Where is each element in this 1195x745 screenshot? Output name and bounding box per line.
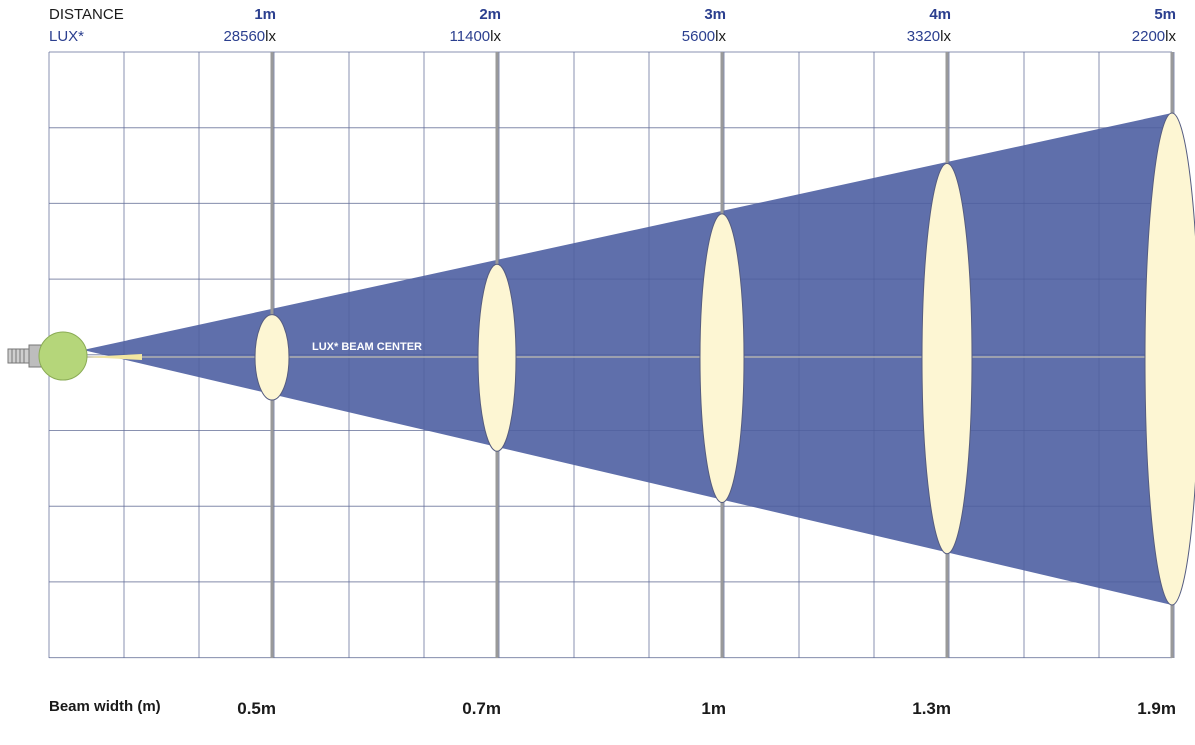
beam-center-label: LUX* BEAM CENTER — [312, 341, 422, 353]
distance-header-label: DISTANCE — [49, 6, 124, 23]
beam-width-value: 1m — [701, 699, 726, 718]
beam-width-value: 1.9m — [1137, 699, 1176, 718]
distance-label: 4m — [929, 6, 951, 23]
lux-unit: lx — [265, 28, 276, 45]
lux-number: 11400 — [449, 28, 491, 45]
lux-value: 5600lx — [682, 28, 726, 45]
distance-label: 1m — [254, 6, 276, 23]
lux-number: 3320 — [906, 28, 941, 45]
lux-value: 11400lx — [450, 28, 501, 45]
grid-overlay — [48, 51, 1175, 659]
distance-label: 5m — [1154, 6, 1176, 23]
lux-unit: lx — [940, 28, 951, 45]
beam-cross-section — [921, 162, 973, 555]
beam-cross-section — [1144, 112, 1195, 606]
lux-unit: lx — [1165, 28, 1176, 45]
lux-number: 28560 — [223, 28, 266, 45]
beam-cross-section — [254, 314, 290, 401]
beam-width-value: 1.3m — [912, 699, 951, 718]
distance-label: 3m — [704, 6, 726, 23]
beam-width-value: 0.7m — [462, 699, 501, 718]
lux-number: 5600 — [681, 28, 716, 45]
beam-cross-section — [477, 263, 517, 452]
beam-width-value: 0.5m — [237, 699, 276, 718]
beam-width-label: Beam width (m) — [49, 698, 161, 715]
lux-value: 3320lx — [907, 28, 951, 45]
beam-cone — [83, 113, 1172, 605]
lamp-icon — [7, 331, 88, 381]
lux-header-label: LUX* — [49, 28, 85, 45]
lux-unit: lx — [490, 28, 501, 45]
distance-label: 2m — [479, 6, 501, 23]
lux-number: 2200 — [1131, 28, 1166, 45]
lux-value: 2200lx — [1132, 28, 1176, 45]
beam-ellipses — [254, 112, 1195, 606]
beam-cross-section — [699, 213, 745, 504]
lux-unit: lx — [715, 28, 726, 45]
center-ray — [85, 354, 142, 360]
lux-value: 28560lx — [223, 28, 276, 45]
